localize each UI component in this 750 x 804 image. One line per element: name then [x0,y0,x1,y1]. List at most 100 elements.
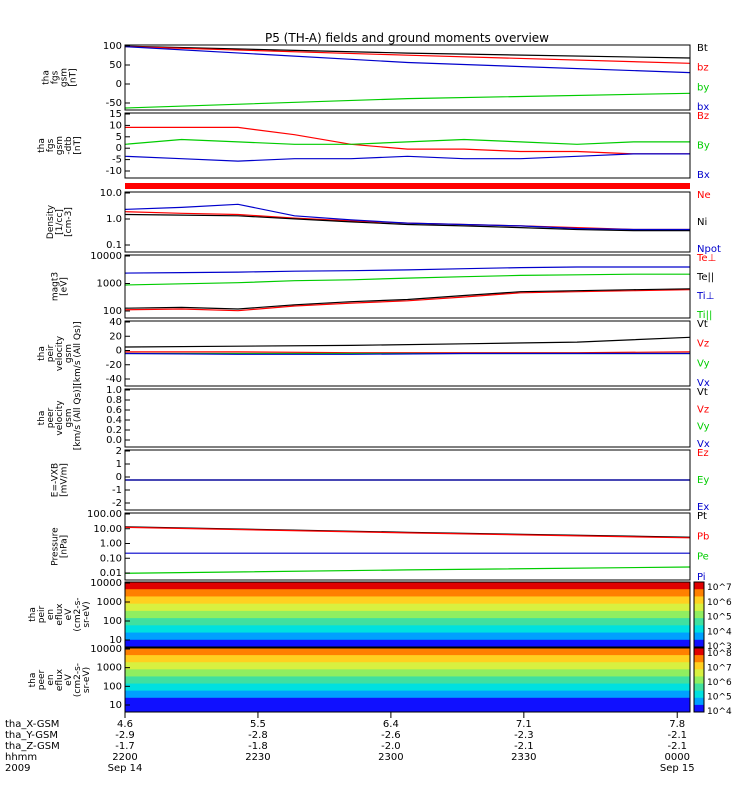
y-tick-label: 100 [103,306,122,317]
colorbar-frame [693,647,705,713]
panel-frame [124,44,691,111]
y-tick-label: 10.00 [93,524,122,535]
spectrogram-band [125,632,690,641]
legend-label: bz [697,63,709,74]
series-line-Ni [124,213,690,232]
y-tick-label: 1.00 [100,539,122,550]
spectrogram-band [125,610,690,619]
y-tick-label: -5 [112,155,122,166]
x-row-value: 7.8 [669,719,685,730]
colorbar-label: 10^5 [707,613,732,623]
series-line-By [124,138,690,145]
y-tick-label: 100 [103,41,122,52]
series-line-Ti⊥ [124,266,690,274]
colorbar-label: 10^4 [707,627,732,637]
y-tick-label: 10000 [90,644,122,655]
y-tick-label: 0.01 [100,568,122,579]
colorbar-step [694,704,704,713]
spectrogram-band [125,625,690,634]
y-tick-label: 40 [109,317,122,328]
y-axis-label: [nT] [73,136,83,154]
spectrogram-band [125,662,690,670]
colorbar-step [694,662,704,670]
x-row-value: -2.1 [667,730,687,741]
spectrogram-band [125,639,690,648]
x-row-value: -2.9 [115,730,135,741]
legend-label: Ti⊥ [696,291,714,302]
y-axis-label: gsm [64,344,74,363]
y-axis-label: Density [46,204,56,239]
x-row-value: -2.8 [248,730,268,741]
y-tick-label: -20 [106,360,122,371]
spectrogram-band [125,683,690,692]
y-tick-label: 0.0 [106,435,122,446]
y-axis-label: peer [46,407,56,428]
spectrogram-band [125,704,690,713]
spectrogram-band [125,603,690,612]
separator-band [125,183,690,189]
y-tick-label: 1.0 [106,385,122,396]
legend-label: Pt [697,511,707,522]
y-axis-label: tha [37,138,47,153]
series-line-Npot [124,203,690,231]
y-tick-label: 0.2 [106,425,122,436]
y-axis-label: tha [28,673,38,688]
y-axis-label: fgs [46,138,56,152]
y-tick-label: 0.4 [106,415,122,426]
legend-label: Ne [697,190,711,201]
colorbar-label: 10^5 [707,693,732,703]
colorbar-label: 10^7 [707,583,732,593]
y-axis-label: gsm [55,136,65,155]
legend-label: Ni [697,217,707,228]
colorbar-label: 10^7 [707,664,732,674]
spectrogram-band [125,655,690,663]
x-row-value: 2300 [378,752,403,763]
spectrogram-band [125,582,690,590]
y-axis-label: [mV/m] [60,463,70,497]
legend-label: Te⊥ [696,253,716,264]
series-line-Vt [124,336,691,348]
y-axis-label: magt3 [51,272,61,301]
series-line-Ne [124,211,690,231]
series-line-Bx [124,153,690,162]
x-row-value: -2.0 [381,741,401,752]
colorbar-step [694,596,704,605]
y-axis-label: eV [64,673,74,686]
y-axis-label: [nT] [69,68,79,86]
y-axis-label: -dtb [64,136,74,154]
legend-label: Bz [697,111,709,122]
y-axis-label: gsm [64,408,74,427]
legend-label: By [697,141,710,152]
panel-frame [124,388,691,448]
y-tick-label: 10.0 [100,188,122,199]
x-row-label: tha_X-GSM [5,719,59,730]
colorbar-10 [693,647,705,713]
colorbar-step [694,603,704,612]
series-line-bz [124,46,691,64]
y-tick-label: 15 [109,109,122,120]
spectrogram-band [125,690,690,699]
x-row-value: 4.6 [117,719,133,730]
y-axis-label: (cm2-s- [73,663,83,697]
legend-label: Vx [697,439,710,450]
legend-label: Bt [697,43,708,54]
panel-frame [124,512,691,581]
legend-label: Vz [697,339,709,350]
spectrogram-band [125,669,690,677]
x-row-value: Sep 15 [660,763,695,774]
y-axis-label: tha [42,70,52,85]
legend-label: Vy [697,358,710,369]
y-tick-label: 0.6 [106,405,122,416]
y-tick-label: -2 [112,498,122,509]
y-axis-label: peir [46,344,56,362]
legend-label: Pi [697,572,706,583]
series-line-Pe [124,566,691,574]
y-axis-label: E=-VXB [51,463,61,497]
y-tick-label: 10 [109,635,122,646]
panel-frame [124,581,691,648]
y-axis-label: Pressure [51,527,61,566]
y-axis-label: [cm-3] [64,207,74,237]
y-tick-label: 10 [109,120,122,131]
y-tick-label: 1000 [97,597,122,608]
